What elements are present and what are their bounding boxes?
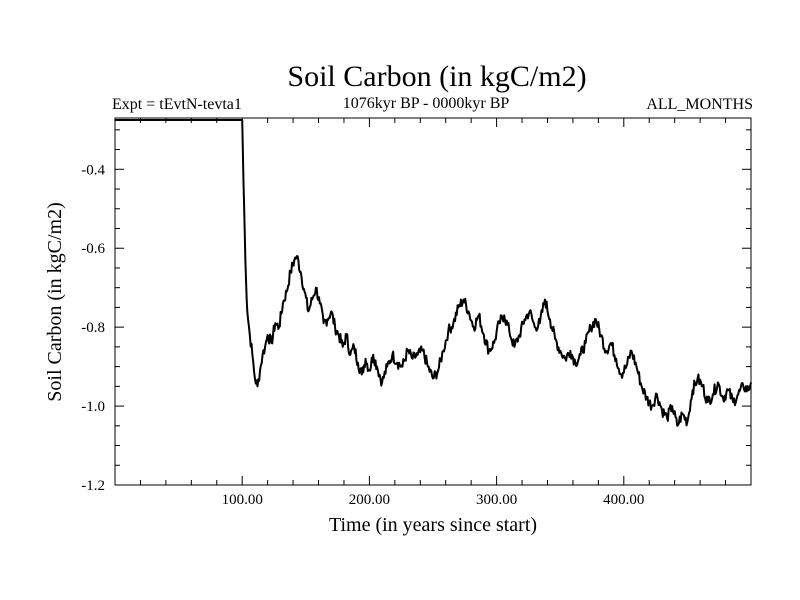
y-tick-label: -1.0 <box>81 399 105 415</box>
y-tick-label: -0.4 <box>81 162 105 178</box>
experiment-label: Expt = tEvtN-tevta1 <box>112 96 242 113</box>
x-axis-label: Time (in years since start) <box>329 514 537 536</box>
x-tick-label: 400.00 <box>603 492 644 508</box>
months-label: ALL_MONTHS <box>646 96 753 113</box>
x-tick-label: 300.00 <box>476 492 517 508</box>
x-tick-label: 100.00 <box>222 492 263 508</box>
tick-labels: 100.00 200.00 300.00 400.00 -0.4 -0.6 -0.8 -1.0… <box>81 162 644 508</box>
series-line <box>115 118 752 427</box>
x-tick-label: 200.00 <box>349 492 390 508</box>
chart-title: Soil Carbon (in kgC/m2) <box>287 60 586 93</box>
y-tick-label: -0.6 <box>81 241 105 257</box>
y-tick-label: -0.8 <box>81 320 105 336</box>
y-tick-label: -1.2 <box>81 478 105 494</box>
y-axis-label: Soil Carbon (in kgC/m2) <box>44 202 66 401</box>
axis-ticks <box>115 118 751 486</box>
plot-frame <box>114 117 752 486</box>
time-range-label: 1076kyr BP - 0000kyr BP <box>343 95 510 112</box>
